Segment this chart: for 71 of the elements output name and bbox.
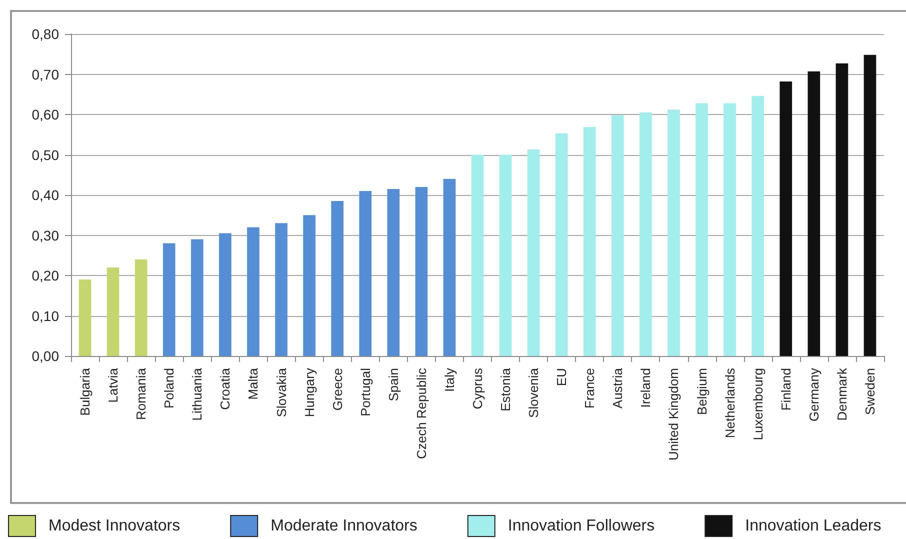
bar: [359, 190, 372, 356]
x-tick-label: Greece: [330, 368, 345, 411]
x-tick-label: Netherlands: [722, 368, 738, 438]
y-tick-label: 0,20: [32, 268, 60, 284]
x-tick-label: Lithuania: [190, 367, 205, 421]
bar: [162, 243, 176, 356]
bar: [443, 178, 456, 356]
bar: [864, 54, 876, 356]
x-tick-label: Cyprus: [470, 368, 485, 410]
bar: [612, 115, 624, 356]
x-tick-label: Luxembourg: [750, 368, 766, 440]
bar: [275, 223, 288, 356]
x-tick-label: Ireland: [638, 368, 654, 408]
y-tick-label: 0,40: [32, 187, 60, 203]
x-tick-label: Spain: [386, 368, 401, 402]
y-tick-label: 0,60: [32, 106, 60, 122]
x-tick-label: Austria: [610, 367, 626, 408]
bar: [387, 188, 400, 356]
x-tick-label: Finland: [778, 368, 794, 411]
x-tick-label: Belgium: [694, 368, 710, 415]
bar: [331, 201, 344, 356]
y-tick-label: 0,10: [32, 308, 60, 324]
bar: [555, 133, 568, 356]
x-tick-label: Hungary: [302, 368, 317, 418]
y-tick-label: 0,50: [32, 146, 60, 163]
bar: [527, 150, 540, 356]
x-tick-label: United Kingdom: [666, 368, 682, 460]
x-tick-label: Malta: [246, 367, 261, 400]
x-tick-label: France: [582, 368, 598, 408]
y-tick-label: 0,80: [32, 26, 60, 42]
x-tick-label: Poland: [162, 368, 177, 408]
bar: [190, 239, 204, 356]
x-tick-label: Germany: [806, 368, 822, 422]
legend-label: Modest Innovators: [48, 518, 180, 534]
x-tick-label: Romania: [134, 367, 149, 420]
bar: [106, 267, 120, 356]
x-tick-label: Slovenia: [526, 367, 542, 418]
bar: [303, 215, 316, 356]
bar: [415, 186, 428, 356]
bar: [696, 103, 708, 356]
bar: [640, 112, 652, 356]
x-tick-label: Italy: [442, 368, 457, 392]
bar: [836, 63, 848, 356]
legend-label: Moderate Innovators: [270, 518, 418, 534]
bar: [134, 259, 148, 356]
x-tick-label: Sweden: [862, 368, 878, 415]
bar: [780, 81, 792, 356]
bar: [583, 126, 596, 356]
x-tick-label: Denmark: [834, 368, 850, 421]
bar: [78, 280, 92, 356]
bar: [219, 233, 232, 356]
x-tick-label: Latvia: [106, 367, 121, 403]
y-tick-label: 0,00: [32, 348, 60, 364]
x-tick-label: Slovakia: [274, 367, 289, 418]
legend-label: Innovation Leaders: [745, 518, 882, 534]
x-tick-label: Croatia: [218, 367, 233, 410]
y-tick-label: 0,30: [32, 227, 60, 244]
x-tick-label: EU: [554, 368, 570, 386]
bar: [752, 96, 764, 356]
bar: [471, 154, 484, 356]
x-tick-label: Estonia: [498, 367, 514, 412]
x-tick-label: Czech Republic: [414, 368, 429, 460]
bar: [668, 110, 680, 356]
x-tick-label: Portugal: [358, 368, 373, 416]
y-tick-label: 0,70: [32, 66, 60, 82]
bar: [724, 103, 736, 356]
bar: [808, 71, 820, 356]
bar: [499, 154, 512, 356]
x-tick-label: Bulgaria: [78, 367, 93, 416]
legend-label: Innovation Followers: [508, 518, 655, 534]
bar: [247, 227, 260, 356]
